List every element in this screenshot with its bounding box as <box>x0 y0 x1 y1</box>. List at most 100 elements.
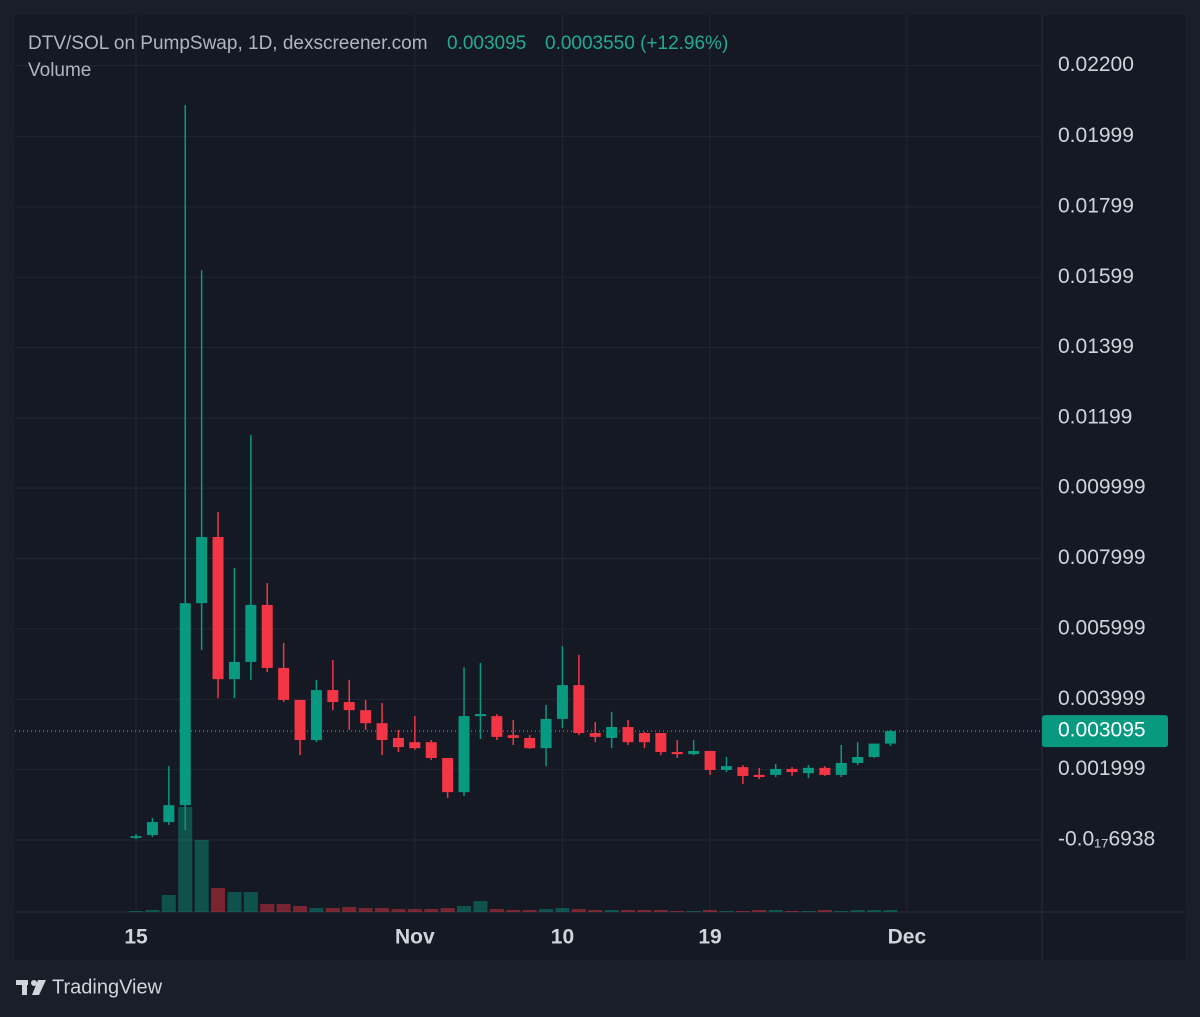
volume-bar <box>785 911 800 912</box>
volume-bar <box>801 911 816 912</box>
y-tick-label: 0.01199 <box>1058 406 1132 429</box>
volume-bar <box>752 910 767 912</box>
candle-body <box>868 743 880 757</box>
candle-body <box>327 690 339 703</box>
volume-bar <box>719 911 734 912</box>
y-tick-label: 0.01999 <box>1058 124 1134 147</box>
volume-bar <box>604 910 619 912</box>
volume-bar <box>522 910 537 912</box>
volume-bar <box>161 895 176 912</box>
x-tick-label: 19 <box>698 926 721 949</box>
candle-body <box>786 768 798 773</box>
candle-body <box>376 723 388 741</box>
candle-body <box>491 716 503 737</box>
x-tick-label: Nov <box>395 926 435 949</box>
candle-body <box>704 750 716 770</box>
volume-bar <box>850 910 865 912</box>
y-tick-label: 0.003999 <box>1058 687 1146 710</box>
volume-bar <box>211 888 226 912</box>
candle-body <box>245 604 257 662</box>
header-change: 0.0003550 (+12.96%) <box>545 33 728 54</box>
candle-body <box>261 604 273 668</box>
y-tick-label: -0.0₁₇6938 <box>1058 828 1155 851</box>
y-tick-label: 0.01399 <box>1058 335 1134 358</box>
candle-body <box>655 733 667 753</box>
candle-body <box>720 766 732 770</box>
volume-bar <box>588 910 603 912</box>
candle-body <box>884 731 896 744</box>
volume-bar <box>621 910 636 912</box>
volume-bar <box>129 911 144 912</box>
volume-bar <box>670 911 685 912</box>
volume-bar <box>342 907 357 912</box>
y-tick-label: 0.007999 <box>1058 546 1146 569</box>
candle-body <box>458 716 470 793</box>
volume-bar <box>260 904 275 912</box>
candle-body <box>228 661 240 680</box>
candle-body <box>409 742 421 749</box>
volume-label: Volume <box>28 60 91 81</box>
last-price-tag <box>1042 715 1168 748</box>
y-tick-label: 0.009999 <box>1058 476 1146 499</box>
candle-body <box>524 737 536 749</box>
brand-logo <box>16 980 46 995</box>
volume-bar <box>703 910 718 912</box>
candle-body <box>212 536 224 680</box>
y-tick-label: 0.02200 <box>1058 53 1134 76</box>
volume-bar <box>375 908 390 912</box>
candle-body <box>163 805 175 823</box>
volume-bar <box>440 908 455 912</box>
volume-bar <box>735 911 750 912</box>
candle-body <box>442 758 454 793</box>
candle-body <box>294 699 306 741</box>
candle-body <box>835 762 847 775</box>
volume-bar <box>653 910 668 912</box>
last-price-label: 0.003095 <box>1058 719 1146 742</box>
y-tick-label: 0.01599 <box>1058 265 1134 288</box>
volume-bar <box>686 911 701 912</box>
candle-body <box>425 742 437 759</box>
candle-body <box>474 714 486 717</box>
candle-body <box>507 735 519 738</box>
candle-body <box>540 718 552 749</box>
volume-bar <box>817 910 832 912</box>
candle-body <box>671 752 683 755</box>
volume-bar <box>506 910 521 912</box>
candle-body <box>589 733 601 737</box>
brand: TradingView <box>52 976 163 998</box>
volume-bar <box>883 910 898 912</box>
x-tick-label: 15 <box>124 926 148 949</box>
volume-bar <box>457 906 472 912</box>
volume-bar <box>391 909 406 912</box>
candle-body <box>130 836 142 838</box>
volume-bar <box>194 840 209 912</box>
candle-body <box>343 702 355 711</box>
candle-body <box>310 690 322 741</box>
volume-bar <box>178 807 193 912</box>
candle-body <box>179 603 191 806</box>
volume-bar <box>571 909 586 912</box>
candle-body <box>638 733 650 743</box>
volume-bar <box>227 892 242 912</box>
volume-bar <box>407 909 422 912</box>
candle-body <box>278 667 290 700</box>
volume-bar <box>637 910 652 912</box>
x-tick-label: Dec <box>888 926 927 949</box>
candle-body <box>146 822 158 836</box>
candle-body <box>556 685 568 719</box>
volume-bar <box>243 892 258 912</box>
candle-body <box>688 750 700 755</box>
candle-body <box>573 685 585 734</box>
header-price: 0.003095 <box>447 33 526 54</box>
candle-body <box>852 756 864 763</box>
candle-body <box>819 767 831 775</box>
volume-bar <box>325 908 340 912</box>
candle-body <box>622 727 634 743</box>
candle-body <box>360 710 372 724</box>
volume-bar <box>867 910 882 912</box>
candle-body <box>737 767 749 776</box>
volume-bar <box>276 904 291 912</box>
volume-bar <box>489 909 504 912</box>
